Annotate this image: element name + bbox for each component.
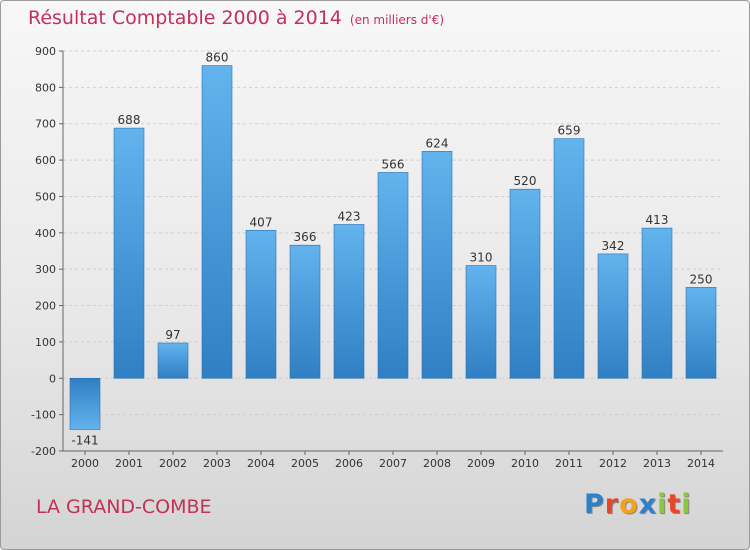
bar-2009 [465, 265, 497, 379]
value-label-2010: 520 [514, 174, 537, 188]
bars [69, 65, 717, 430]
axes [59, 50, 723, 455]
x-tick-label-2003: 2003 [203, 457, 231, 470]
value-label-2006: 423 [338, 209, 361, 223]
value-label-2012: 342 [602, 239, 625, 253]
value-label-2011: 659 [558, 124, 581, 138]
x-tick-label-2009: 2009 [467, 457, 495, 470]
x-tick-label-2001: 2001 [115, 457, 143, 470]
y-tick-label: 900 [35, 45, 56, 58]
value-label-2013: 413 [646, 213, 669, 227]
bar-2000 [69, 377, 101, 430]
value-label-2003: 860 [206, 51, 229, 65]
brand-letter: P [584, 489, 605, 520]
bar-2006 [333, 224, 365, 379]
x-tick-label-2004: 2004 [247, 457, 275, 470]
x-tick-label-2002: 2002 [159, 457, 187, 470]
bar-2010 [509, 188, 541, 379]
bar-2014 [685, 287, 717, 379]
bar-2002 [157, 342, 189, 379]
bar-2003 [201, 65, 233, 379]
brand-letter: i [657, 489, 668, 520]
y-tick-label: 500 [35, 190, 56, 203]
x-tick-label-2000: 2000 [71, 457, 99, 470]
chart-title-block: Résultat Comptable 2000 à 2014 (en millie… [28, 7, 444, 29]
bar-2007 [377, 172, 409, 379]
y-tick-label: 600 [35, 154, 56, 167]
y-tick-label: 200 [35, 300, 56, 313]
value-label-2005: 366 [294, 230, 317, 244]
y-tick-label: 0 [49, 372, 56, 385]
brand-letter: o [619, 489, 639, 520]
value-label-2014: 250 [690, 272, 713, 286]
bar-2001 [113, 127, 145, 379]
y-tick-label: 400 [35, 227, 56, 240]
value-label-2009: 310 [470, 251, 493, 265]
chart-subtitle: (en milliers d'€) [349, 13, 445, 27]
x-tick-label-2006: 2006 [335, 457, 363, 470]
city-name: LA GRAND-COMBE [36, 496, 212, 518]
brand-letter: t [667, 489, 682, 520]
x-tick-label-2011: 2011 [555, 457, 583, 470]
chart-title: Résultat Comptable 2000 à 2014 [28, 7, 342, 29]
bar-2008 [421, 151, 453, 379]
brand-letter: r [604, 489, 620, 520]
y-tick-label: -200 [31, 445, 56, 458]
y-tick-label: 100 [35, 336, 56, 349]
bar-2005 [289, 244, 321, 379]
bar-2004 [245, 229, 277, 379]
value-label-2001: 688 [118, 113, 141, 127]
brand-letter: i [681, 489, 692, 520]
value-label-2002: 97 [165, 328, 180, 342]
value-label-2004: 407 [250, 215, 273, 229]
y-tick-label: 300 [35, 263, 56, 276]
x-tick-label-2007: 2007 [379, 457, 407, 470]
bar-2013 [641, 227, 673, 379]
labels: -200 -100 0 100 200 300 400 500 600 700 800 900 -141… [31, 45, 715, 470]
value-label-2008: 624 [426, 136, 449, 150]
y-tick-label: 800 [35, 81, 56, 94]
bar-2012 [597, 253, 629, 379]
x-tick-label-2008: 2008 [423, 457, 451, 470]
x-tick-label-2010: 2010 [511, 457, 539, 470]
y-tick-label: 700 [35, 118, 56, 131]
proxiti-logo: Proxiti [584, 489, 692, 520]
x-tick-label-2013: 2013 [643, 457, 671, 470]
value-label-2000: -141 [71, 434, 98, 448]
y-tick-label: -100 [31, 409, 56, 422]
x-tick-label-2012: 2012 [599, 457, 627, 470]
x-tick-label-2005: 2005 [291, 457, 319, 470]
bar-2011 [553, 138, 585, 379]
brand-letter: x [638, 489, 658, 520]
x-tick-label-2014: 2014 [687, 457, 715, 470]
value-label-2007: 566 [382, 157, 405, 171]
